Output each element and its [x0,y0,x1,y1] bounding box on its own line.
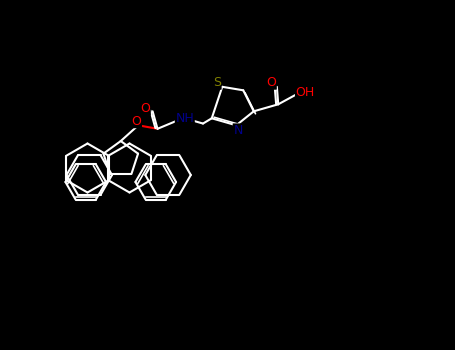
Text: N: N [233,124,243,137]
Text: O: O [266,76,276,89]
Text: O: O [140,102,150,115]
Text: NH: NH [176,112,194,125]
Text: S: S [213,76,221,89]
Text: OH: OH [296,85,315,99]
Text: O: O [131,114,142,128]
